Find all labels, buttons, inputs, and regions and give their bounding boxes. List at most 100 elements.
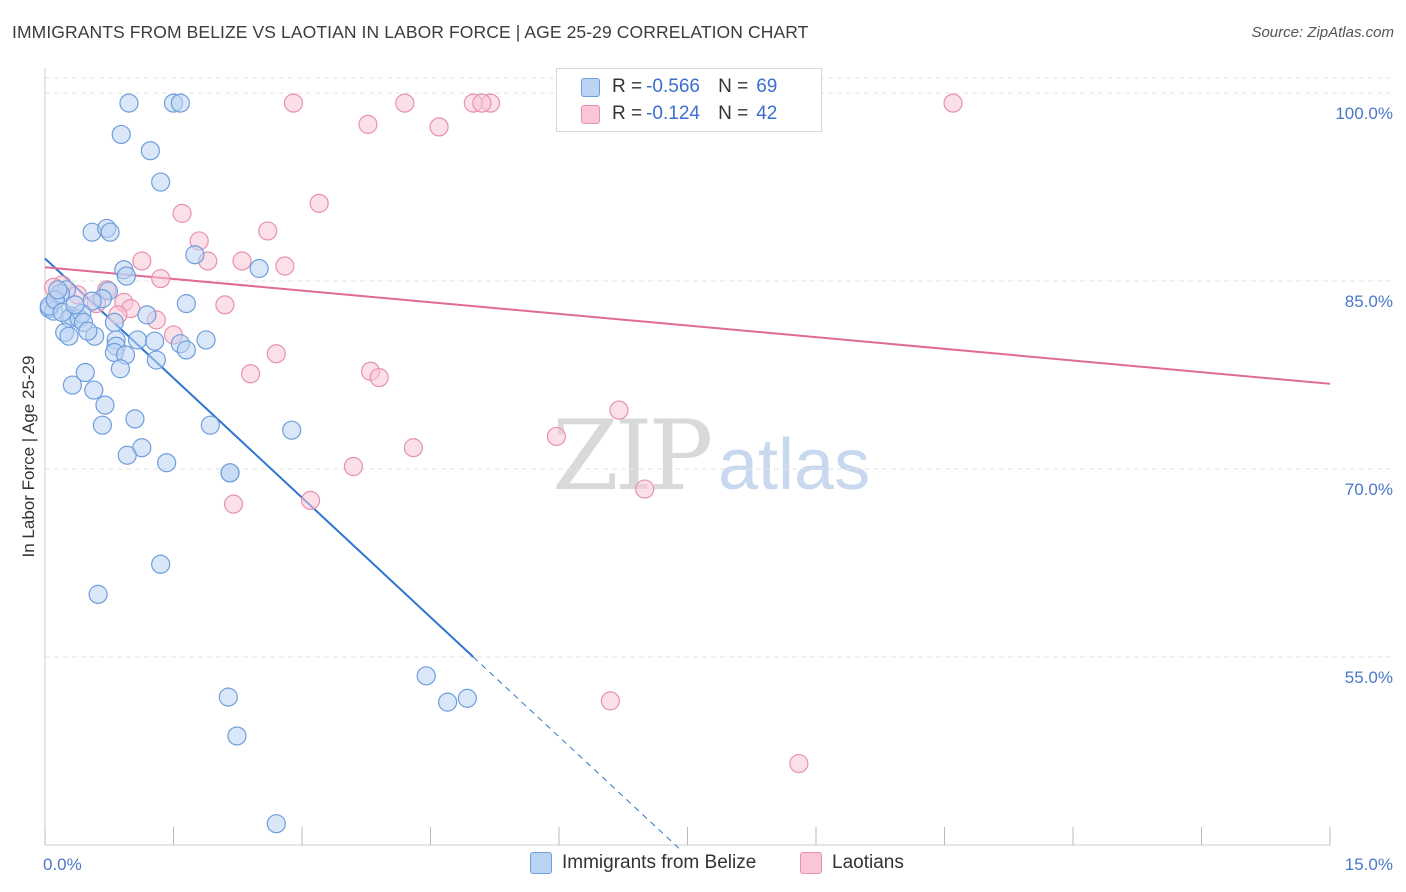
- laotian-point: [429, 117, 449, 137]
- belize-point: [146, 350, 166, 370]
- laotian-point: [403, 438, 423, 458]
- belize-point: [151, 172, 171, 192]
- belize-point: [48, 280, 68, 300]
- belize-point: [170, 93, 190, 113]
- laotian-point: [223, 494, 244, 514]
- r-label: R =: [612, 103, 643, 124]
- belize-point: [104, 312, 124, 333]
- belize-point: [457, 688, 477, 708]
- laotian-point: [283, 93, 304, 113]
- belize-point: [196, 330, 216, 350]
- belize-point: [59, 326, 79, 346]
- tick-labels: 55.0% 70.0% 85.0% 100.0% 0.0% 15.0% In Labor F…: [19, 104, 1393, 874]
- belize-point: [185, 245, 205, 265]
- belize-point: [282, 420, 302, 440]
- laotian-legend-swatch: [800, 852, 822, 874]
- data-points: [39, 93, 963, 834]
- belize-point: [266, 814, 286, 834]
- belize-point: [95, 395, 115, 415]
- laotian-point: [309, 193, 329, 213]
- laotian-point: [300, 490, 321, 510]
- belize-point: [200, 415, 220, 435]
- laotian-point: [172, 203, 192, 223]
- x-tick-label: 0.0%: [43, 855, 82, 874]
- laotian-point: [358, 114, 378, 134]
- belize-legend-label: Immigrants from Belize: [562, 852, 757, 873]
- laotian-point: [343, 456, 363, 477]
- legend-row-belize: R = -0.566 N = 69: [581, 75, 777, 99]
- belize-point: [117, 445, 137, 465]
- belize-point: [220, 463, 240, 483]
- laotian-point: [232, 251, 252, 271]
- belize-point: [127, 330, 148, 350]
- trend-lines: [44, 257, 1331, 849]
- belize-point: [176, 294, 196, 314]
- belize-point: [110, 359, 130, 379]
- x-tick-label: 15.0%: [1345, 855, 1393, 874]
- laotian-point: [546, 426, 567, 447]
- laotian-point: [275, 256, 295, 276]
- y-tick-label: 55.0%: [1345, 668, 1393, 687]
- belize-swatch: [581, 77, 600, 97]
- y-tick-label: 85.0%: [1345, 292, 1393, 311]
- laotian-trend-line: [44, 266, 1331, 385]
- legend-row-laotians: R = -0.124 N = 42: [581, 102, 777, 126]
- belize-point: [84, 380, 104, 400]
- belize-point: [227, 726, 247, 746]
- laotian-point: [789, 753, 809, 774]
- r-value: -0.566: [646, 76, 700, 97]
- laotian-point: [635, 479, 655, 499]
- legend-item-laotians[interactable]: Laotians: [800, 852, 904, 874]
- belize-point: [249, 258, 269, 279]
- n-label: N =: [718, 76, 749, 97]
- r-label: R =: [612, 76, 643, 97]
- laotian-point: [395, 93, 415, 113]
- laotian-point: [258, 221, 278, 241]
- laotian-point: [600, 691, 621, 711]
- laotian-point: [472, 93, 492, 113]
- chart-title: IMMIGRANTS FROM BELIZE VS LAOTIAN IN LAB…: [12, 22, 809, 42]
- belize-point: [65, 295, 85, 315]
- n-value: 42: [756, 103, 778, 124]
- watermark-zip: ZIP: [552, 400, 713, 512]
- n-label: N =: [718, 103, 749, 124]
- belize-point: [151, 554, 171, 574]
- belize-point: [140, 141, 160, 161]
- belize-point: [62, 375, 83, 395]
- laotian-point: [609, 400, 629, 420]
- watermark-atlas: atlas: [718, 425, 871, 505]
- laotian-point: [266, 344, 286, 364]
- belize-point: [438, 692, 458, 712]
- belize-point: [119, 93, 139, 113]
- belize-legend-swatch: [530, 852, 552, 874]
- laotian-legend-label: Laotians: [832, 852, 904, 873]
- belize-point: [157, 453, 177, 473]
- belize-point: [116, 266, 136, 286]
- belize-point: [100, 222, 120, 242]
- belize-point: [137, 305, 157, 325]
- y-tick-label: 100.0%: [1335, 104, 1393, 123]
- belize-point: [145, 331, 165, 351]
- laotian-point: [943, 93, 963, 113]
- belize-point: [92, 415, 112, 435]
- belize-point: [88, 584, 108, 604]
- axes: [44, 68, 1331, 846]
- r-value: -0.124: [646, 103, 700, 124]
- laotian-point: [215, 295, 235, 315]
- source-label: Source: ZipAtlas.com: [1251, 24, 1394, 41]
- y-axis-title: In Labor Force | Age 25-29: [19, 356, 38, 558]
- y-tick-label: 70.0%: [1345, 480, 1393, 499]
- belize-point: [416, 666, 436, 686]
- laotian-swatch: [581, 104, 600, 124]
- legend-item-belize[interactable]: Immigrants from Belize: [530, 852, 756, 874]
- belize-point: [78, 321, 98, 341]
- belize-point: [176, 340, 196, 360]
- belize-point: [111, 124, 131, 145]
- belize-point: [218, 687, 238, 707]
- belize-trend-extension: [472, 656, 680, 849]
- correlation-legend: R = -0.566 N = 69 R = -0.124 N = 42: [556, 68, 822, 132]
- laotian-point: [369, 367, 389, 388]
- laotian-point: [151, 268, 171, 289]
- belize-point: [125, 409, 145, 429]
